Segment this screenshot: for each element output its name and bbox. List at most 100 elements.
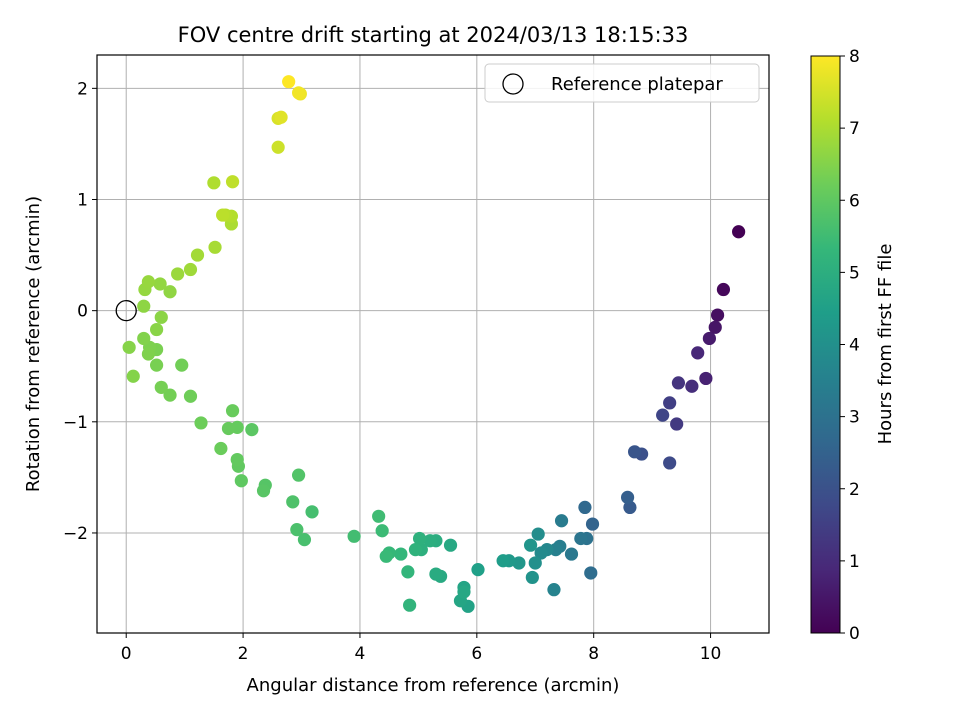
data-point <box>623 500 637 514</box>
data-point <box>305 505 319 519</box>
y-tick-label: 1 <box>77 191 88 211</box>
x-tick-label: 8 <box>588 644 599 664</box>
data-point <box>286 495 300 509</box>
legend-entry-reference-platepar: Reference platepar <box>551 74 723 95</box>
plot-frame <box>96 54 770 634</box>
data-point <box>585 517 600 531</box>
data-point <box>153 277 167 291</box>
reference-platepar-marker <box>115 300 137 322</box>
data-point <box>379 549 393 563</box>
data-point <box>183 389 198 403</box>
x-axis-ticks: 0 2 4 6 8 10 <box>121 633 721 664</box>
data-point <box>221 421 236 436</box>
data-point <box>443 538 458 552</box>
colorbar-tick-label: 4 <box>849 336 860 356</box>
data-point <box>183 262 198 277</box>
data-point <box>347 529 361 543</box>
data-point <box>150 358 164 372</box>
colorbar-tick-label: 7 <box>849 119 860 139</box>
y-axis-label: Rotation from reference (arcmin) <box>23 196 44 492</box>
x-axis-label: Angular distance from reference (arcmin) <box>247 675 620 696</box>
data-point <box>122 340 136 354</box>
y-tick-label: −1 <box>63 413 88 433</box>
data-point <box>292 86 306 100</box>
data-point <box>429 567 443 581</box>
data-point <box>663 456 677 470</box>
data-point <box>670 417 684 431</box>
x-tick-label: 6 <box>471 644 482 664</box>
data-point <box>528 556 542 570</box>
data-point <box>137 331 151 346</box>
data-point <box>207 176 221 190</box>
data-point <box>708 320 722 334</box>
data-point <box>671 376 686 390</box>
colorbar-label: Hours from first FF file <box>875 244 896 445</box>
data-point <box>554 514 569 528</box>
data-point <box>620 490 635 504</box>
data-point <box>699 371 713 386</box>
colorbar-ticks: 0 1 2 3 4 5 6 7 8 <box>840 47 860 644</box>
data-point <box>578 500 592 514</box>
data-point <box>394 547 408 561</box>
data-point <box>271 140 285 154</box>
data-point <box>297 533 312 547</box>
data-point <box>584 566 598 580</box>
data-point <box>547 583 561 597</box>
chart-title: FOV centre drift starting at 2024/03/13 … <box>178 23 689 47</box>
data-point <box>375 524 389 538</box>
colorbar-tick-label: 8 <box>849 47 860 67</box>
data-point <box>732 225 746 239</box>
data-point <box>292 468 306 482</box>
colorbar-tick-label: 5 <box>849 263 860 283</box>
data-point <box>234 474 248 488</box>
data-point <box>471 563 485 577</box>
data-point <box>163 285 177 299</box>
data-point <box>372 509 386 523</box>
data-point <box>457 585 471 599</box>
data-point <box>685 379 699 393</box>
data-point <box>408 543 423 557</box>
data-point <box>403 598 417 612</box>
data-point <box>216 208 230 222</box>
x-tick-label: 2 <box>238 644 249 664</box>
data-point <box>401 565 415 579</box>
data-point <box>691 346 705 360</box>
data-point <box>702 331 716 346</box>
colorbar-tick-label: 1 <box>849 552 860 572</box>
data-point <box>154 380 168 394</box>
data-point <box>126 369 140 383</box>
data-point <box>534 546 548 560</box>
data-point <box>531 527 545 541</box>
data-point <box>230 453 244 467</box>
data-point <box>716 282 731 297</box>
y-tick-label: −2 <box>63 524 88 544</box>
data-point <box>282 75 296 89</box>
data-point <box>710 308 725 322</box>
data-point <box>175 358 189 372</box>
data-point <box>512 556 526 570</box>
data-point <box>194 416 208 430</box>
data-point <box>141 347 156 361</box>
data-point <box>150 322 164 337</box>
legend: Reference platepar <box>484 63 760 103</box>
y-tick-label: 0 <box>77 302 88 322</box>
data-point <box>225 175 240 189</box>
colorbar-tick-label: 3 <box>849 408 860 428</box>
data-point <box>564 547 579 561</box>
data-points <box>122 75 746 613</box>
colorbar-tick-label: 0 <box>849 624 860 644</box>
y-tick-label: 2 <box>77 79 88 99</box>
data-point <box>274 110 288 124</box>
colorbar-tick-label: 6 <box>849 191 860 211</box>
data-point <box>628 445 642 459</box>
colorbar-tick-label: 2 <box>849 480 860 500</box>
data-point <box>214 441 228 456</box>
data-point <box>245 422 259 437</box>
data-point <box>225 404 240 418</box>
data-point <box>423 534 437 548</box>
data-point <box>656 408 670 422</box>
x-tick-label: 0 <box>121 644 132 664</box>
data-point <box>663 396 677 410</box>
data-point <box>154 310 168 324</box>
